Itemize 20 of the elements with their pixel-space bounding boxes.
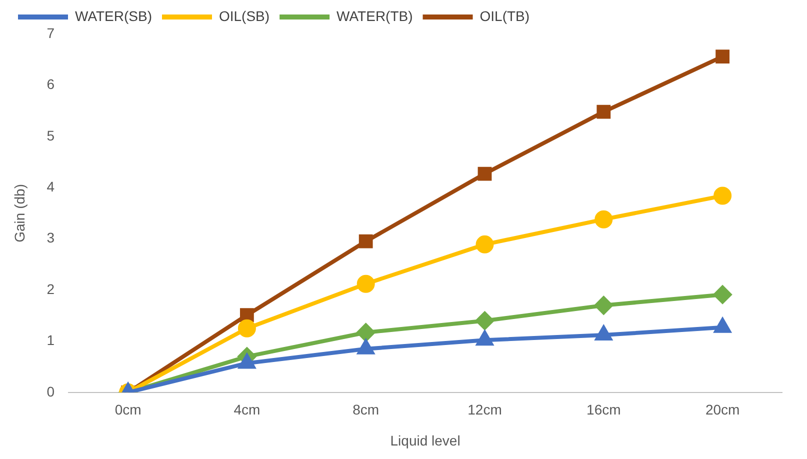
y-axis-title: Gain (db) — [11, 184, 28, 242]
legend-label: OIL(SB) — [218, 8, 270, 24]
y-tick-label: 2 — [46, 280, 55, 297]
y-tick-label: 0 — [46, 383, 55, 400]
y-tick-label: 5 — [46, 127, 55, 144]
y-tick-label: 6 — [46, 76, 55, 92]
x-tick-label: 0cm — [114, 402, 142, 418]
y-tick-label: 7 — [46, 24, 55, 41]
x-tick-label: 20cm — [705, 402, 740, 418]
x-tick-label: 12cm — [468, 402, 502, 418]
y-tick-label: 4 — [46, 178, 55, 194]
y-tick-label: 1 — [46, 332, 55, 348]
legend-label: WATER(TB) — [336, 8, 413, 24]
x-tick-label: 8cm — [352, 402, 380, 418]
x-tick-label: 16cm — [586, 402, 621, 418]
legend-label: WATER(SB) — [75, 8, 152, 24]
y-tick-label: 3 — [46, 230, 55, 246]
x-tick-label: 4cm — [234, 402, 260, 418]
legend-label: OIL(TB) — [480, 8, 530, 24]
x-axis-title: Liquid level — [390, 432, 460, 448]
